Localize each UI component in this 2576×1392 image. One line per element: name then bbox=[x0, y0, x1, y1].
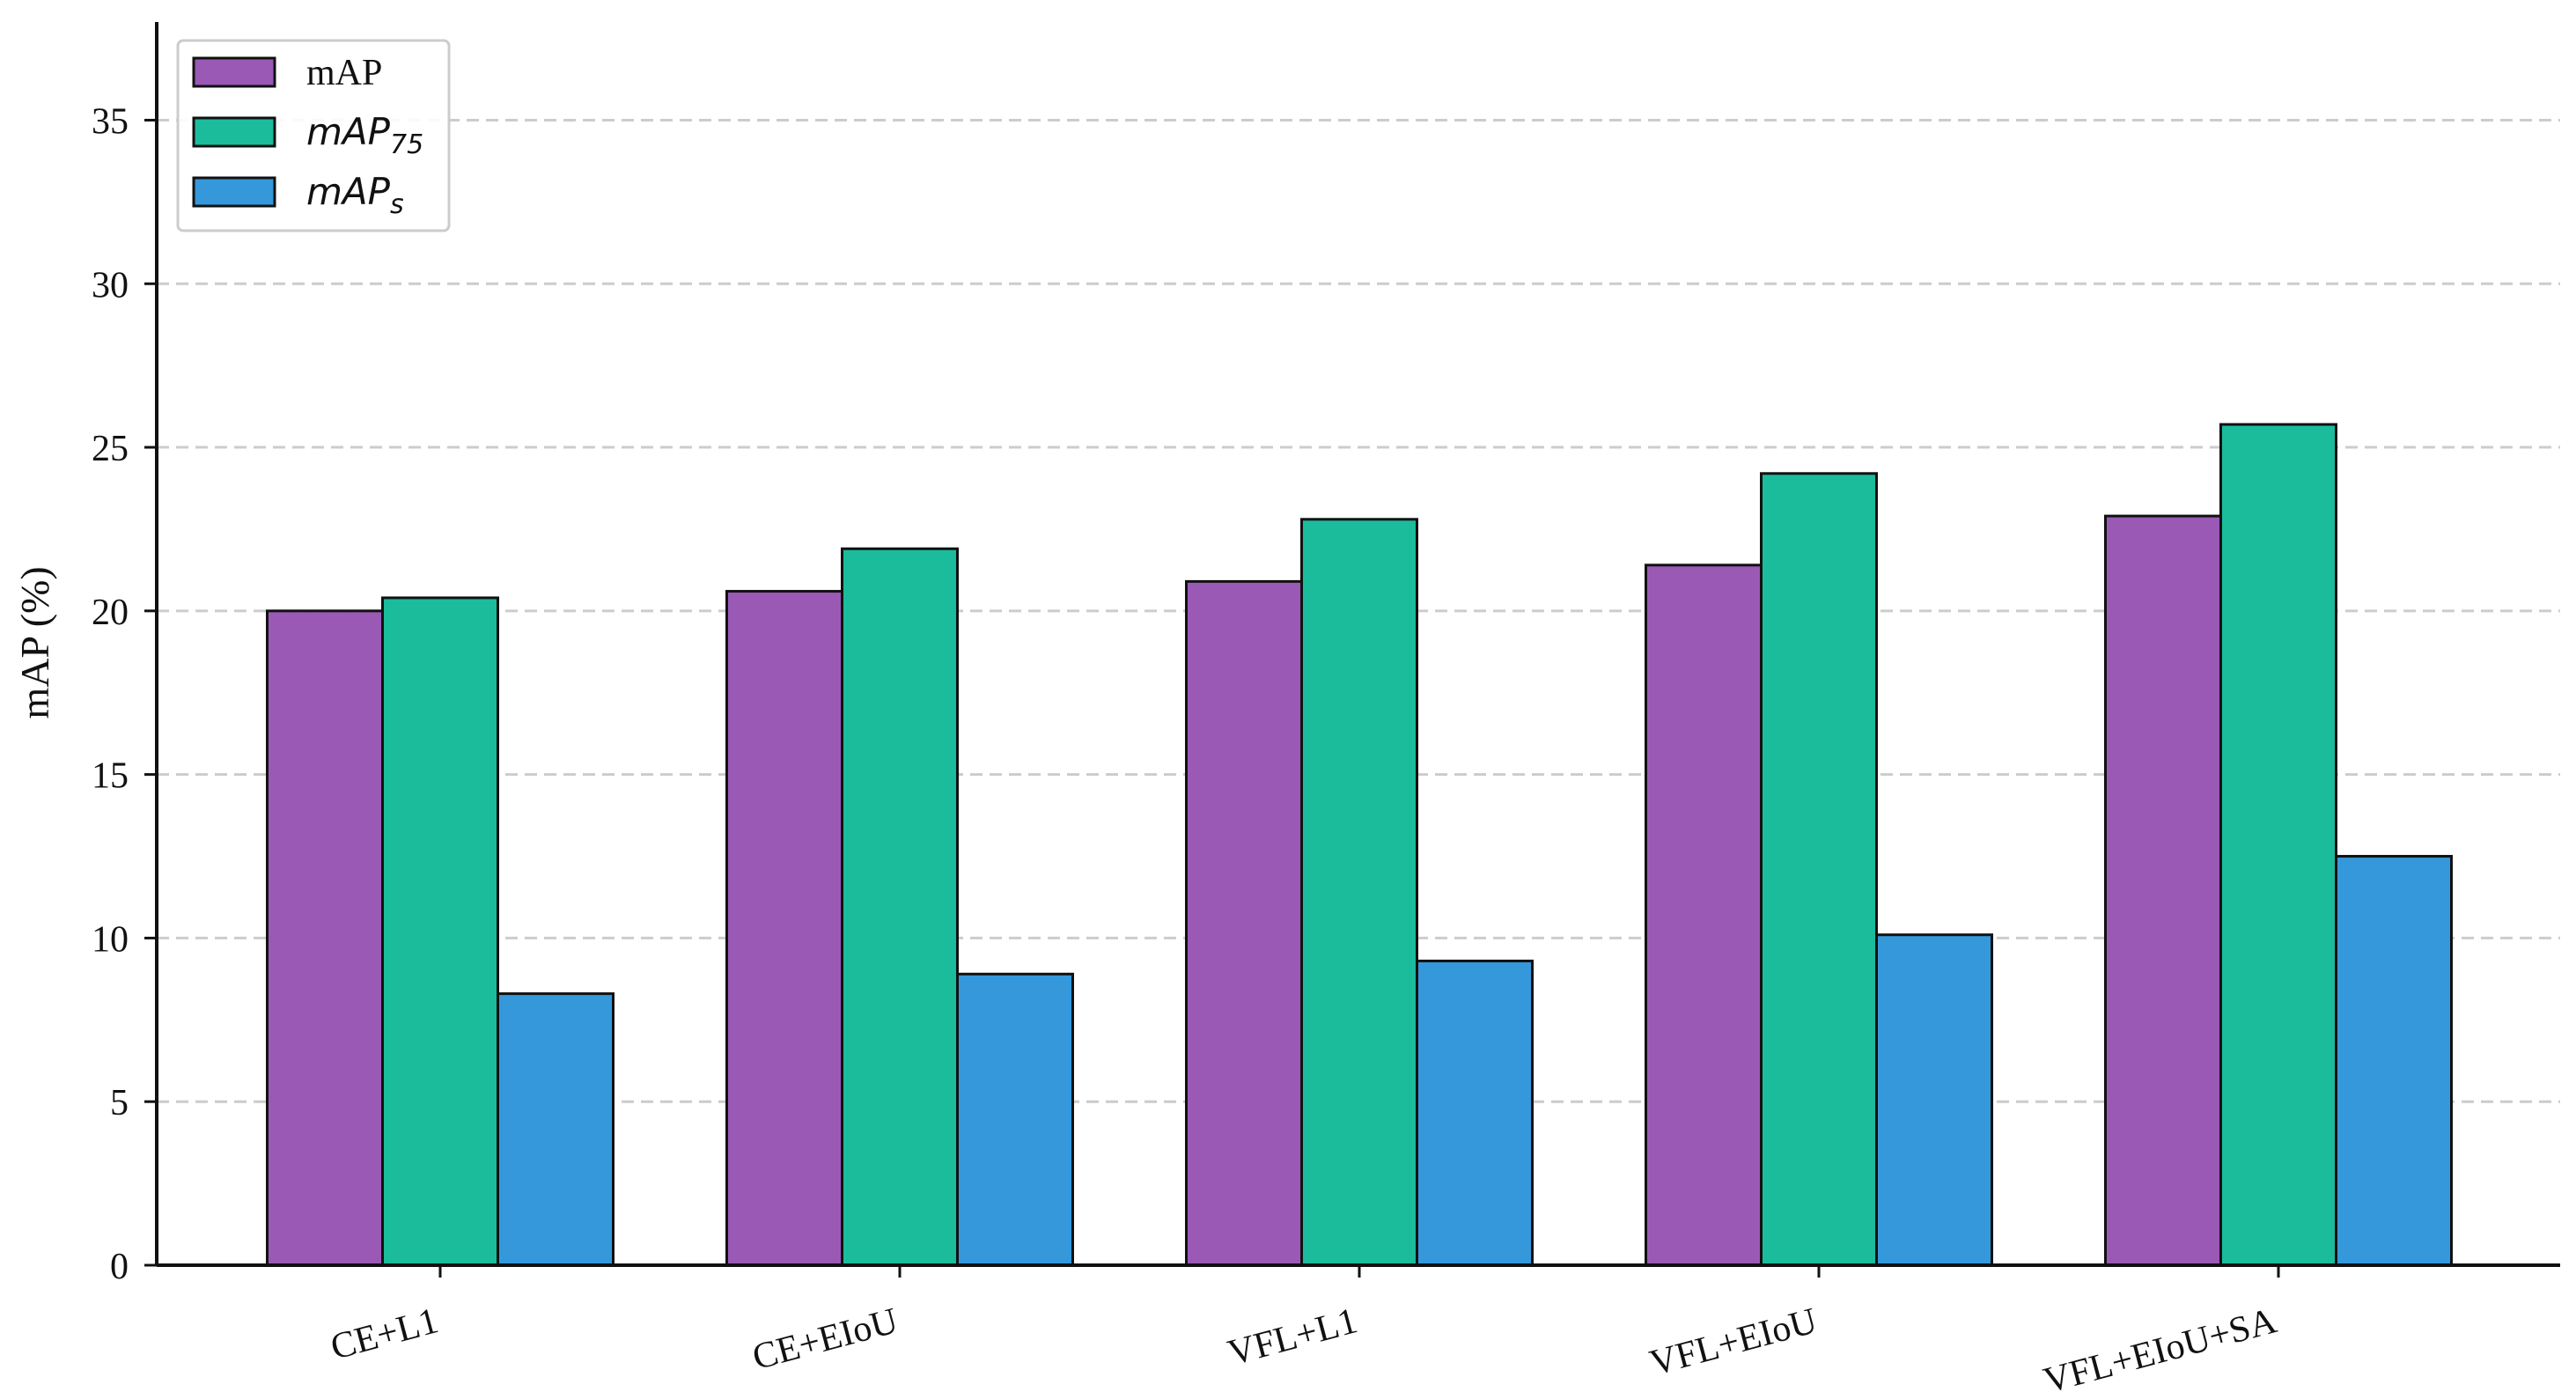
bar bbox=[725, 590, 843, 1267]
y-axis-label: mAP (%) bbox=[12, 566, 57, 718]
x-tick-label: VFL+EIoU bbox=[1645, 1300, 1821, 1384]
legend-label: mAP bbox=[306, 53, 382, 93]
bar bbox=[1185, 579, 1303, 1267]
bar bbox=[1760, 472, 1878, 1267]
bar bbox=[956, 972, 1074, 1267]
bar bbox=[1416, 959, 1534, 1267]
y-tick-label: 15 bbox=[92, 756, 129, 797]
bar bbox=[2335, 855, 2453, 1267]
bar bbox=[497, 992, 615, 1267]
bar bbox=[266, 609, 384, 1267]
legend-label: mAPs bbox=[306, 170, 404, 220]
bar bbox=[2104, 514, 2222, 1267]
x-tick-label: CE+L1 bbox=[327, 1300, 443, 1368]
bars bbox=[266, 423, 2453, 1267]
y-tick-label: 25 bbox=[92, 429, 129, 469]
y-tick-label: 35 bbox=[92, 101, 129, 142]
bar bbox=[381, 596, 499, 1267]
x-tick-label: VFL+L1 bbox=[1224, 1300, 1361, 1374]
legend-label-subscript: 75 bbox=[390, 129, 423, 160]
bar bbox=[841, 547, 959, 1267]
x-ticks: CE+L1 CE+EIoU VFL+L1 VFL+EIoU VFL+EIoU+SA bbox=[327, 1265, 2281, 1392]
y-tick-label: 0 bbox=[110, 1247, 129, 1287]
y-tick-label: 5 bbox=[110, 1083, 129, 1123]
bar bbox=[1875, 933, 1993, 1267]
legend-swatch bbox=[192, 176, 276, 208]
legend-swatch bbox=[192, 116, 276, 148]
y-tick-label: 30 bbox=[92, 265, 129, 306]
x-tick-label: CE+EIoU bbox=[748, 1300, 902, 1378]
y-tick-label: 10 bbox=[92, 919, 129, 960]
bar bbox=[2219, 423, 2337, 1267]
bar bbox=[1300, 518, 1418, 1267]
y-tick-label: 20 bbox=[92, 593, 129, 633]
y-ticks: 0 5 10 15 20 25 30 35 bbox=[92, 101, 157, 1287]
legend-swatch bbox=[192, 56, 276, 88]
bar bbox=[1645, 563, 1763, 1267]
x-tick-label: VFL+EIoU+SA bbox=[2040, 1300, 2282, 1392]
legend-label-subscript: s bbox=[390, 189, 404, 220]
